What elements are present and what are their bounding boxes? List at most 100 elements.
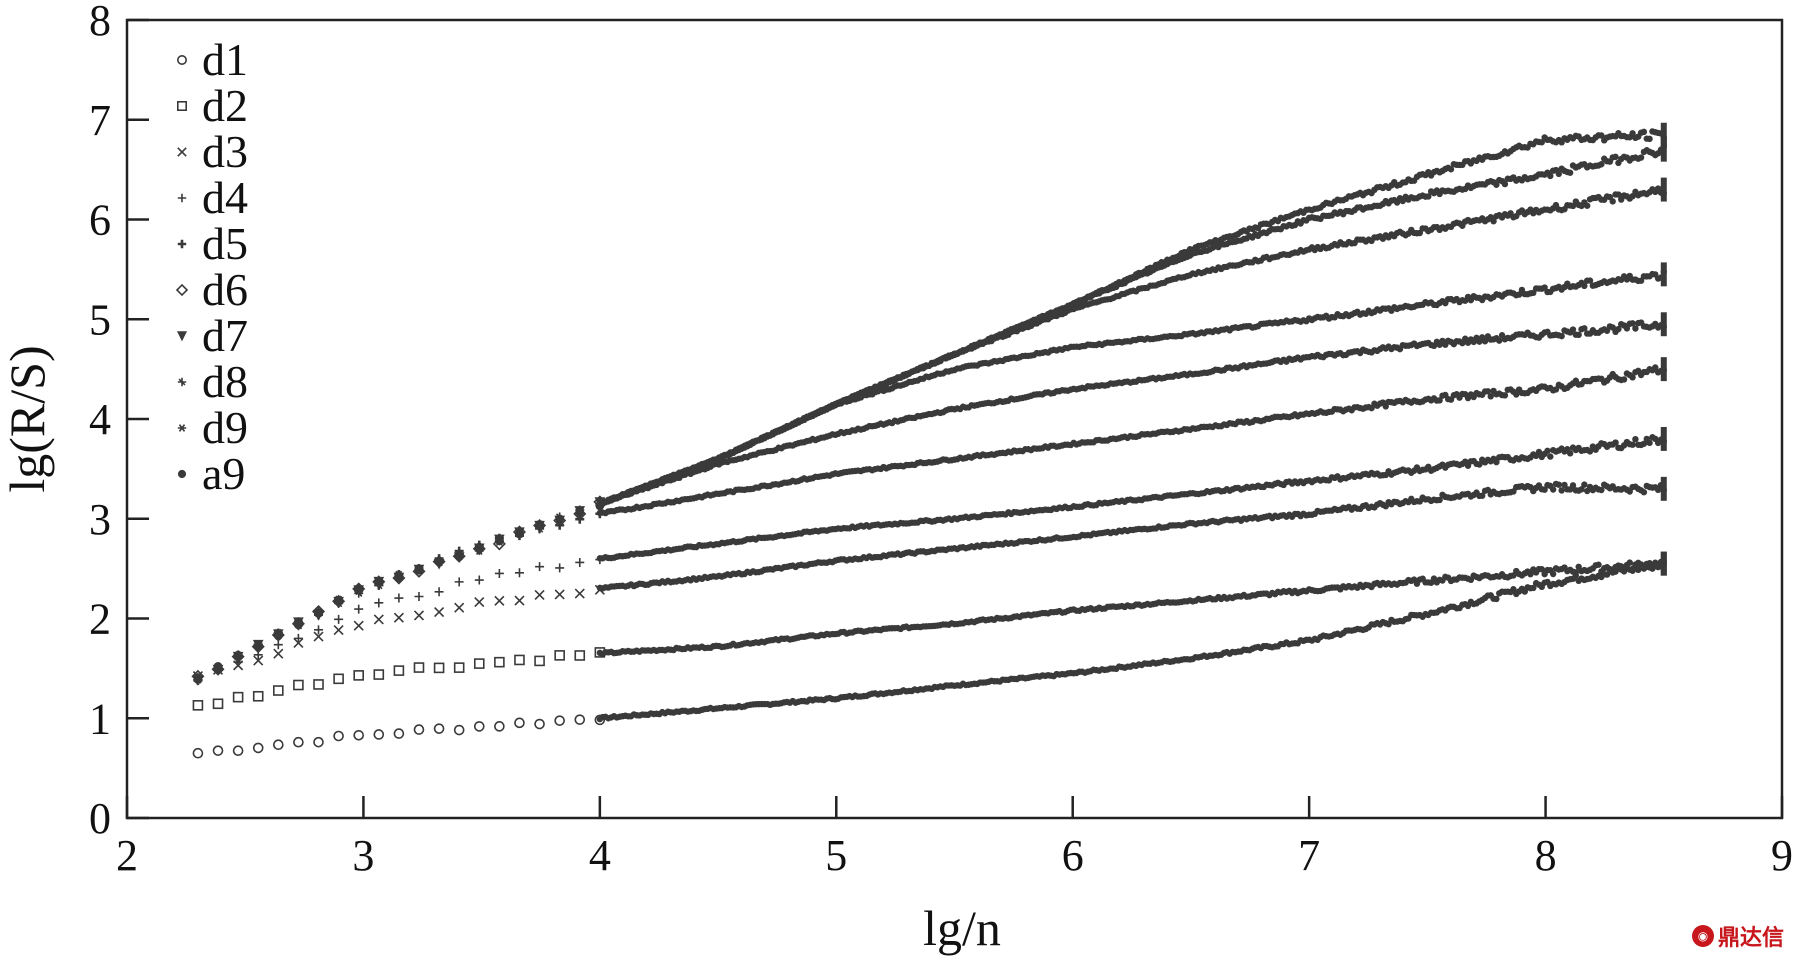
legend-item-d1: d1: [177, 34, 248, 85]
data-point: [534, 655, 545, 667]
data-point: [1598, 486, 1605, 494]
series-d4: [193, 426, 1667, 682]
data-point: [333, 673, 344, 685]
data-point: [1436, 496, 1443, 504]
data-point: [1581, 325, 1588, 332]
data-point: [273, 648, 284, 659]
legend-item-d7: d7: [176, 310, 248, 361]
data-point: [474, 575, 484, 585]
data-point: [1575, 331, 1582, 339]
data-point: [353, 670, 365, 681]
data-point: [555, 563, 565, 573]
legend-marker: [177, 101, 188, 112]
data-point: [354, 585, 364, 595]
series-d6: [191, 312, 1667, 683]
data-point: [1552, 386, 1560, 393]
legend-label: d9: [202, 402, 248, 453]
axes: 2 3 4 5 6 7 8 9 0 1 2 3 4 5 6 7 8: [89, 0, 1793, 880]
data-point: [253, 642, 263, 652]
data-point: [1640, 565, 1648, 572]
data-point: [1515, 291, 1523, 298]
data-point: [393, 665, 405, 676]
series-d1: [192, 551, 1667, 759]
data-point: [373, 729, 385, 740]
data-point: [1484, 388, 1492, 395]
data-point: [1598, 132, 1605, 139]
data-point: [434, 556, 444, 566]
data-point: [413, 662, 425, 673]
data-point: [454, 577, 464, 587]
data-point: [474, 542, 484, 552]
data-point: [1496, 337, 1503, 344]
legend-marker: [177, 377, 187, 387]
data-point: [313, 631, 324, 642]
data-point: [433, 723, 445, 734]
data-point: [273, 739, 284, 751]
data-point: [495, 536, 504, 546]
data-point: [1425, 193, 1432, 200]
legend-label: d1: [202, 34, 248, 85]
data-point: [1569, 482, 1577, 489]
data-point: [535, 521, 544, 530]
data-point: [1629, 441, 1636, 448]
legend-label: d5: [202, 218, 248, 269]
data-point: [293, 637, 304, 649]
data-point: [253, 655, 264, 666]
x-tick-label: 7: [1298, 831, 1320, 880]
x-tick-label: 2: [116, 831, 138, 880]
data-point: [394, 593, 404, 603]
data-point: [1416, 229, 1423, 237]
x-tick-label: 8: [1535, 831, 1557, 880]
legend-marker: [177, 147, 187, 157]
data-point: [494, 568, 504, 578]
legend-item-d3: d3: [177, 126, 248, 177]
legend-item-d5: d5: [177, 218, 248, 269]
data-point: [1501, 180, 1509, 188]
data-point: [1510, 586, 1517, 593]
data-point: [1612, 439, 1619, 446]
data-point: [1586, 277, 1594, 284]
data-point: [1646, 135, 1653, 143]
data-point: [334, 597, 343, 606]
legend-item-d6: d6: [175, 264, 248, 315]
data-point: [1629, 374, 1636, 381]
y-tick-label: 8: [89, 0, 111, 45]
series-a9: [193, 122, 1667, 684]
data-point: [333, 730, 344, 742]
data-point: [494, 595, 505, 606]
data-point: [1558, 332, 1565, 340]
y-tick-label: 4: [89, 395, 111, 444]
data-point: [1566, 169, 1574, 176]
data-point: [1581, 282, 1588, 290]
legend-marker: [177, 54, 188, 65]
data-point: [233, 650, 243, 660]
data-point: [353, 729, 365, 741]
data-point: [1493, 181, 1500, 188]
legend-marker: [176, 331, 188, 342]
data-point: [1652, 364, 1659, 371]
data-point: [1640, 489, 1648, 496]
data-point: [314, 608, 323, 617]
data-point: [554, 715, 565, 726]
data-point: [394, 573, 404, 583]
data-point: [252, 742, 264, 754]
data-point: [494, 656, 505, 668]
legend-label: d3: [202, 126, 248, 177]
data-point: [1558, 487, 1565, 494]
data-point: [1527, 570, 1534, 578]
data-point: [1623, 325, 1631, 332]
data-point: [293, 679, 304, 691]
data-point: [1566, 450, 1574, 457]
legend-label: d4: [202, 172, 248, 223]
data-point: [1583, 202, 1591, 209]
data-point: [514, 595, 525, 606]
watermark-text: 鼎达信: [1717, 926, 1784, 951]
data-point: [535, 562, 545, 572]
legend-item-d9: d9: [177, 402, 248, 453]
data-point: [1609, 198, 1616, 205]
data-point: [353, 620, 364, 631]
data-point: [1436, 397, 1443, 404]
series-d3: [192, 476, 1667, 682]
data-point: [1549, 570, 1557, 578]
data-point: [554, 589, 565, 600]
